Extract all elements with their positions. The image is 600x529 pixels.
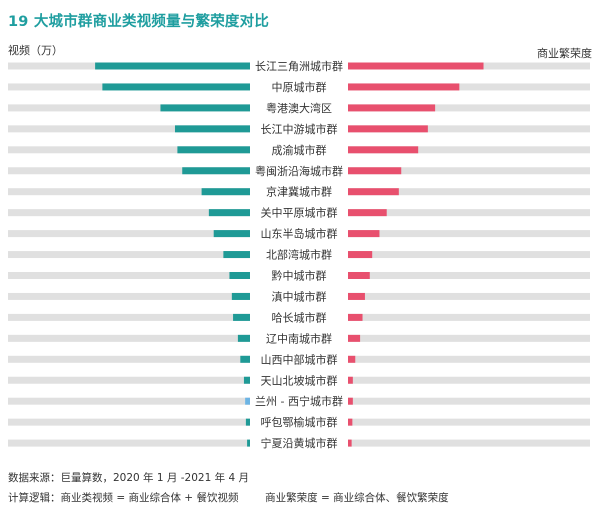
video-track — [8, 334, 250, 342]
video-track — [8, 230, 250, 238]
video-bar — [237, 334, 250, 342]
video-bar — [240, 355, 250, 363]
prosperity-track — [348, 230, 590, 238]
video-track — [8, 397, 250, 405]
video-track — [8, 355, 250, 363]
prosperity-track — [348, 272, 590, 279]
video-bar — [177, 146, 250, 154]
video-bar — [245, 397, 250, 405]
category-label: 兰州 - 西宁城市群 — [255, 394, 343, 408]
category-label: 长江中游城市群 — [261, 122, 338, 136]
video-track — [8, 104, 250, 112]
prosperity-track — [348, 313, 590, 321]
prosperity-track — [348, 188, 590, 196]
category-label: 呼包鄂榆城市群 — [261, 415, 338, 429]
video-track — [8, 188, 250, 196]
video-track — [8, 146, 250, 154]
prosperity-bar — [348, 355, 356, 363]
video-bar — [208, 209, 250, 217]
prosperity-track — [348, 334, 590, 342]
prosperity-track — [348, 167, 590, 175]
prosperity-bar — [348, 188, 399, 196]
video-bar — [229, 272, 250, 279]
prosperity-bar — [348, 292, 365, 300]
video-bar — [245, 418, 250, 426]
right-axis-label: 商业繁荣度 — [537, 47, 592, 60]
category-label: 长江三角洲城市群 — [255, 59, 343, 73]
video-bar — [95, 62, 251, 70]
prosperity-bar — [348, 439, 352, 447]
video-track — [8, 209, 250, 217]
category-label: 粤港澳大湾区 — [266, 101, 332, 115]
video-bar — [247, 439, 250, 447]
video-track — [8, 251, 250, 259]
prosperity-bar — [348, 62, 484, 70]
prosperity-bar — [348, 146, 419, 154]
prosperity-track — [348, 146, 590, 154]
video-track — [8, 313, 250, 321]
prosperity-bar — [348, 230, 380, 238]
left-axis-label: 视频（万） — [8, 44, 63, 57]
prosperity-bar — [348, 83, 460, 91]
video-bar — [231, 292, 250, 300]
video-bar — [201, 188, 250, 196]
prosperity-track — [348, 439, 590, 447]
video-bar — [102, 83, 250, 91]
category-label: 关中平原城市群 — [261, 206, 338, 220]
category-label: 山西中部城市群 — [261, 352, 338, 366]
prosperity-bar — [348, 313, 363, 321]
video-track — [8, 292, 250, 300]
video-bar — [213, 230, 250, 238]
prosperity-track — [348, 104, 590, 112]
prosperity-track — [348, 355, 590, 363]
prosperity-bar — [348, 272, 370, 279]
prosperity-track — [348, 209, 590, 217]
category-label: 京津冀城市群 — [266, 185, 332, 199]
video-bar — [243, 376, 250, 384]
prosperity-bar — [348, 125, 428, 133]
prosperity-bar — [348, 418, 353, 426]
footer-source: 数据来源：巨量算数，2020 年 1 月 -2021 年 4 月 — [8, 472, 249, 484]
category-label: 黔中城市群 — [272, 269, 327, 283]
category-label: 山东半岛城市群 — [261, 227, 338, 241]
category-label: 哈长城市群 — [272, 310, 327, 324]
video-track — [8, 125, 250, 133]
category-label: 宁夏沿黄城市群 — [261, 436, 338, 450]
prosperity-bar — [348, 167, 402, 175]
video-track — [8, 439, 250, 447]
category-label: 辽中南城市群 — [266, 331, 332, 345]
video-track — [8, 376, 250, 384]
prosperity-bar — [348, 334, 361, 342]
video-track — [8, 418, 250, 426]
prosperity-track — [348, 125, 590, 133]
video-bar — [223, 251, 250, 259]
prosperity-bar — [348, 251, 373, 259]
prosperity-track — [348, 83, 590, 91]
prosperity-track — [348, 418, 590, 426]
prosperity-bar — [348, 397, 353, 405]
video-bar — [174, 125, 250, 133]
prosperity-bar — [348, 209, 387, 217]
video-bar — [233, 313, 250, 321]
prosperity-track — [348, 376, 590, 384]
category-label: 北部湾城市群 — [266, 248, 332, 262]
category-label: 成渝城市群 — [272, 143, 327, 157]
prosperity-track — [348, 251, 590, 259]
category-label: 中原城市群 — [272, 80, 327, 94]
prosperity-track — [348, 292, 590, 300]
prosperity-track — [348, 397, 590, 405]
video-track — [8, 272, 250, 279]
video-track — [8, 167, 250, 175]
video-bar — [160, 104, 250, 112]
category-label: 滇中城市群 — [272, 289, 327, 303]
category-label: 粤闽浙沿海城市群 — [255, 164, 343, 178]
chart-title: 19 大城市群商业类视频量与繁荣度对比 — [8, 14, 270, 30]
category-label: 天山北坡城市群 — [261, 373, 338, 387]
video-bar — [182, 167, 250, 175]
prosperity-bar — [348, 104, 436, 112]
footer-logic: 计算逻辑：商业类视频 = 商业综合体 + 餐饮视频 商业繁荣度 = 商业综合体、… — [8, 492, 449, 504]
chart-svg: 长江三角洲城市群中原城市群粤港澳大湾区长江中游城市群成渝城市群粤闽浙沿海城市群京… — [8, 59, 590, 450]
prosperity-bar — [348, 376, 353, 384]
